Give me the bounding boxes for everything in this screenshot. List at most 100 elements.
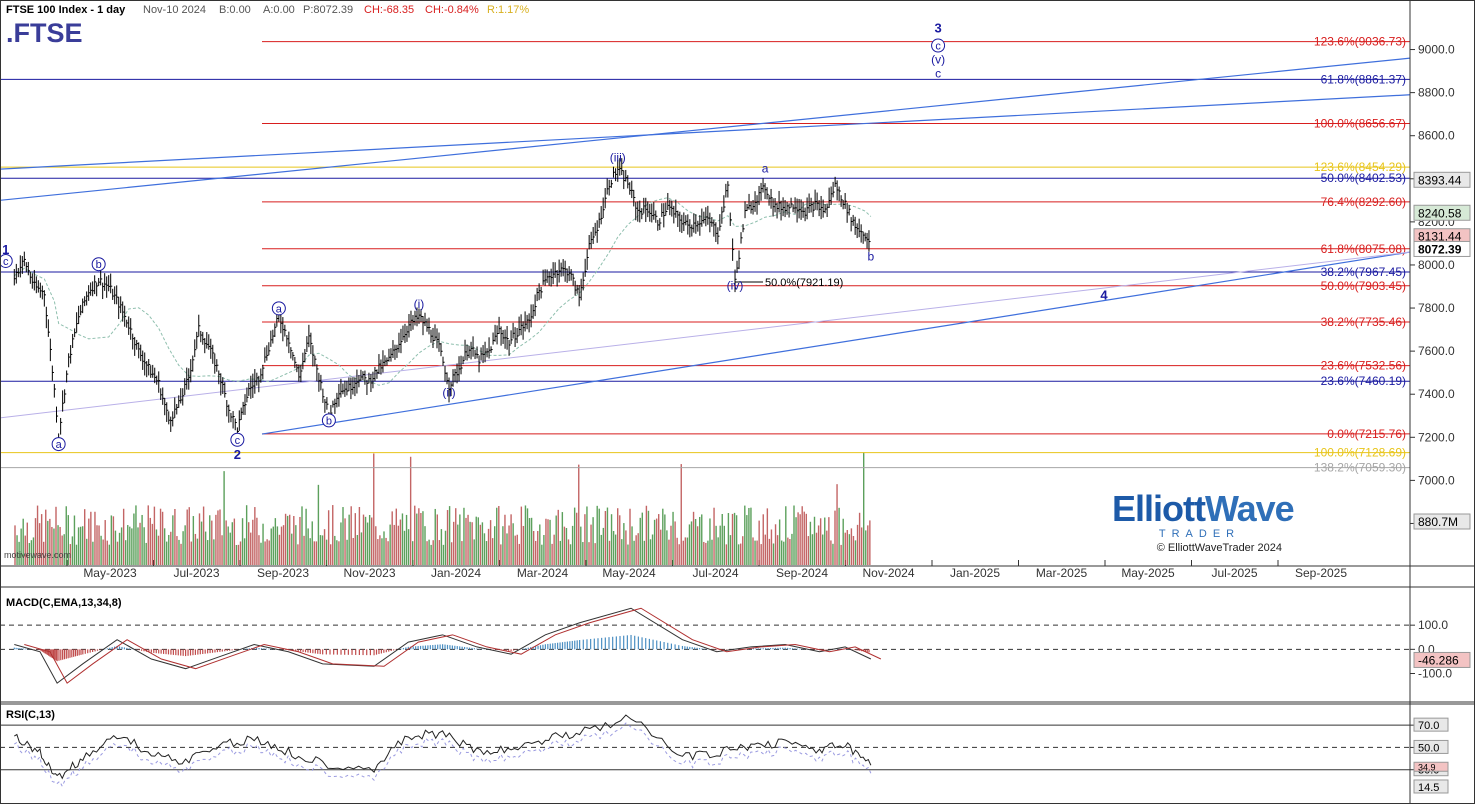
wave-label: b	[868, 250, 875, 264]
macd-y-tick-label: -100.0	[1418, 667, 1452, 681]
volume-bar	[828, 517, 830, 565]
volume-bar	[469, 521, 471, 565]
volume-bar	[245, 505, 248, 565]
x-tick-label: Jul-2024	[692, 566, 738, 580]
wave-label: c	[3, 256, 9, 268]
volume-bar	[34, 518, 37, 565]
fib-label: 100.0%(8656.67)	[1314, 117, 1406, 131]
volume-bar	[16, 535, 18, 565]
x-tick-label: Nov-2023	[343, 566, 395, 580]
volume-bar	[834, 510, 836, 565]
volume-bar	[418, 508, 420, 565]
volume-bar	[340, 522, 342, 565]
volume-bar	[799, 514, 801, 565]
volume-bar	[463, 507, 465, 565]
volume-bar	[840, 544, 842, 565]
volume-bar	[100, 535, 102, 565]
volume-bar	[561, 512, 564, 565]
volume-bar	[442, 544, 445, 565]
volume-bar	[783, 541, 785, 565]
chart-title: FTSE 100 Index - 1 day	[6, 4, 126, 16]
volume-bar	[401, 513, 404, 565]
volume-bar	[313, 541, 315, 565]
price-box	[1413, 171, 1471, 188]
volume-bar	[731, 513, 734, 565]
volume-bar	[362, 514, 365, 565]
wave-label: 1	[2, 242, 9, 257]
volume-bar	[465, 517, 467, 565]
volume-bar	[207, 540, 209, 565]
wave-circle	[271, 301, 286, 316]
volume-bar	[43, 541, 45, 565]
volume-bar	[190, 541, 192, 565]
volume-bar	[809, 521, 812, 565]
volume-bar	[520, 506, 523, 565]
volume-bar	[733, 512, 736, 565]
volume-bar	[219, 509, 221, 565]
volume-bar	[364, 516, 367, 565]
wave-circle	[0, 253, 13, 268]
volume-bar	[81, 526, 84, 565]
volume-bar	[727, 513, 730, 565]
volume-bar	[746, 515, 748, 565]
volume-bar	[748, 507, 750, 565]
volume-bar	[863, 452, 865, 565]
volume-bar	[397, 525, 400, 565]
price-box-label: 8131.44	[1418, 230, 1462, 244]
volume-bar	[358, 507, 361, 565]
volume-bar	[703, 541, 705, 565]
volume-bar	[424, 526, 426, 565]
volume-bar	[422, 511, 424, 565]
volume-bar	[762, 514, 764, 565]
volume-bar	[176, 536, 178, 565]
volume-bar	[450, 542, 453, 565]
volume-bar	[557, 509, 559, 565]
volume-bar	[393, 524, 395, 565]
volume-bar	[590, 524, 592, 565]
volume-bar	[354, 513, 356, 565]
volume-bar	[797, 512, 799, 565]
volume-bar	[235, 544, 238, 565]
volume-bar	[832, 543, 834, 565]
volume-bar	[655, 518, 658, 565]
volume-bar	[504, 514, 506, 565]
volume-bar	[440, 529, 443, 565]
fib-label: 50.0%(8402.53)	[1321, 171, 1406, 185]
volume-bar	[817, 525, 820, 565]
fib-label: 100.0%(7128.69)	[1314, 446, 1406, 460]
logo-word-1: Elliott	[1112, 488, 1206, 529]
volume-bar	[94, 511, 96, 565]
volume-bar	[102, 539, 104, 565]
volume-bar	[694, 519, 697, 565]
volume-bar	[28, 542, 31, 565]
x-tick-label: Mar-2024	[517, 566, 569, 580]
volume-bar	[125, 540, 127, 565]
price-box	[1413, 240, 1471, 257]
volume-bar	[143, 527, 145, 565]
volume-bar	[405, 514, 408, 565]
volume-bar	[305, 508, 307, 565]
watermark: motivewave.com	[4, 550, 72, 560]
volume-bar	[740, 543, 742, 565]
volume-bar	[815, 532, 818, 565]
volume-bar	[133, 513, 135, 565]
wave-label: c	[935, 41, 941, 53]
x-tick-label: Sep-2025	[1295, 566, 1347, 580]
volume-bar	[426, 541, 428, 565]
volume-bar	[96, 525, 98, 565]
volume-bar	[510, 514, 512, 565]
volume-bar	[110, 515, 113, 565]
volume-box-label: 880.7M	[1418, 515, 1458, 529]
volume-bar	[653, 519, 656, 565]
volume-bar	[721, 514, 723, 565]
volume-bar	[293, 516, 295, 565]
wave-circle	[91, 257, 106, 272]
volume-bar	[213, 539, 215, 565]
volume-bar	[668, 539, 670, 565]
fib-label: 38.2%(7967.45)	[1321, 265, 1406, 279]
logo-word-2: Wave	[1204, 488, 1295, 529]
volume-bar	[325, 539, 328, 565]
elliottwave-logo: ElliottWave TRADER © ElliottWaveTrader 2…	[1112, 490, 1312, 562]
volume-bar	[512, 523, 514, 565]
x-tick-label: May-2024	[602, 566, 656, 580]
